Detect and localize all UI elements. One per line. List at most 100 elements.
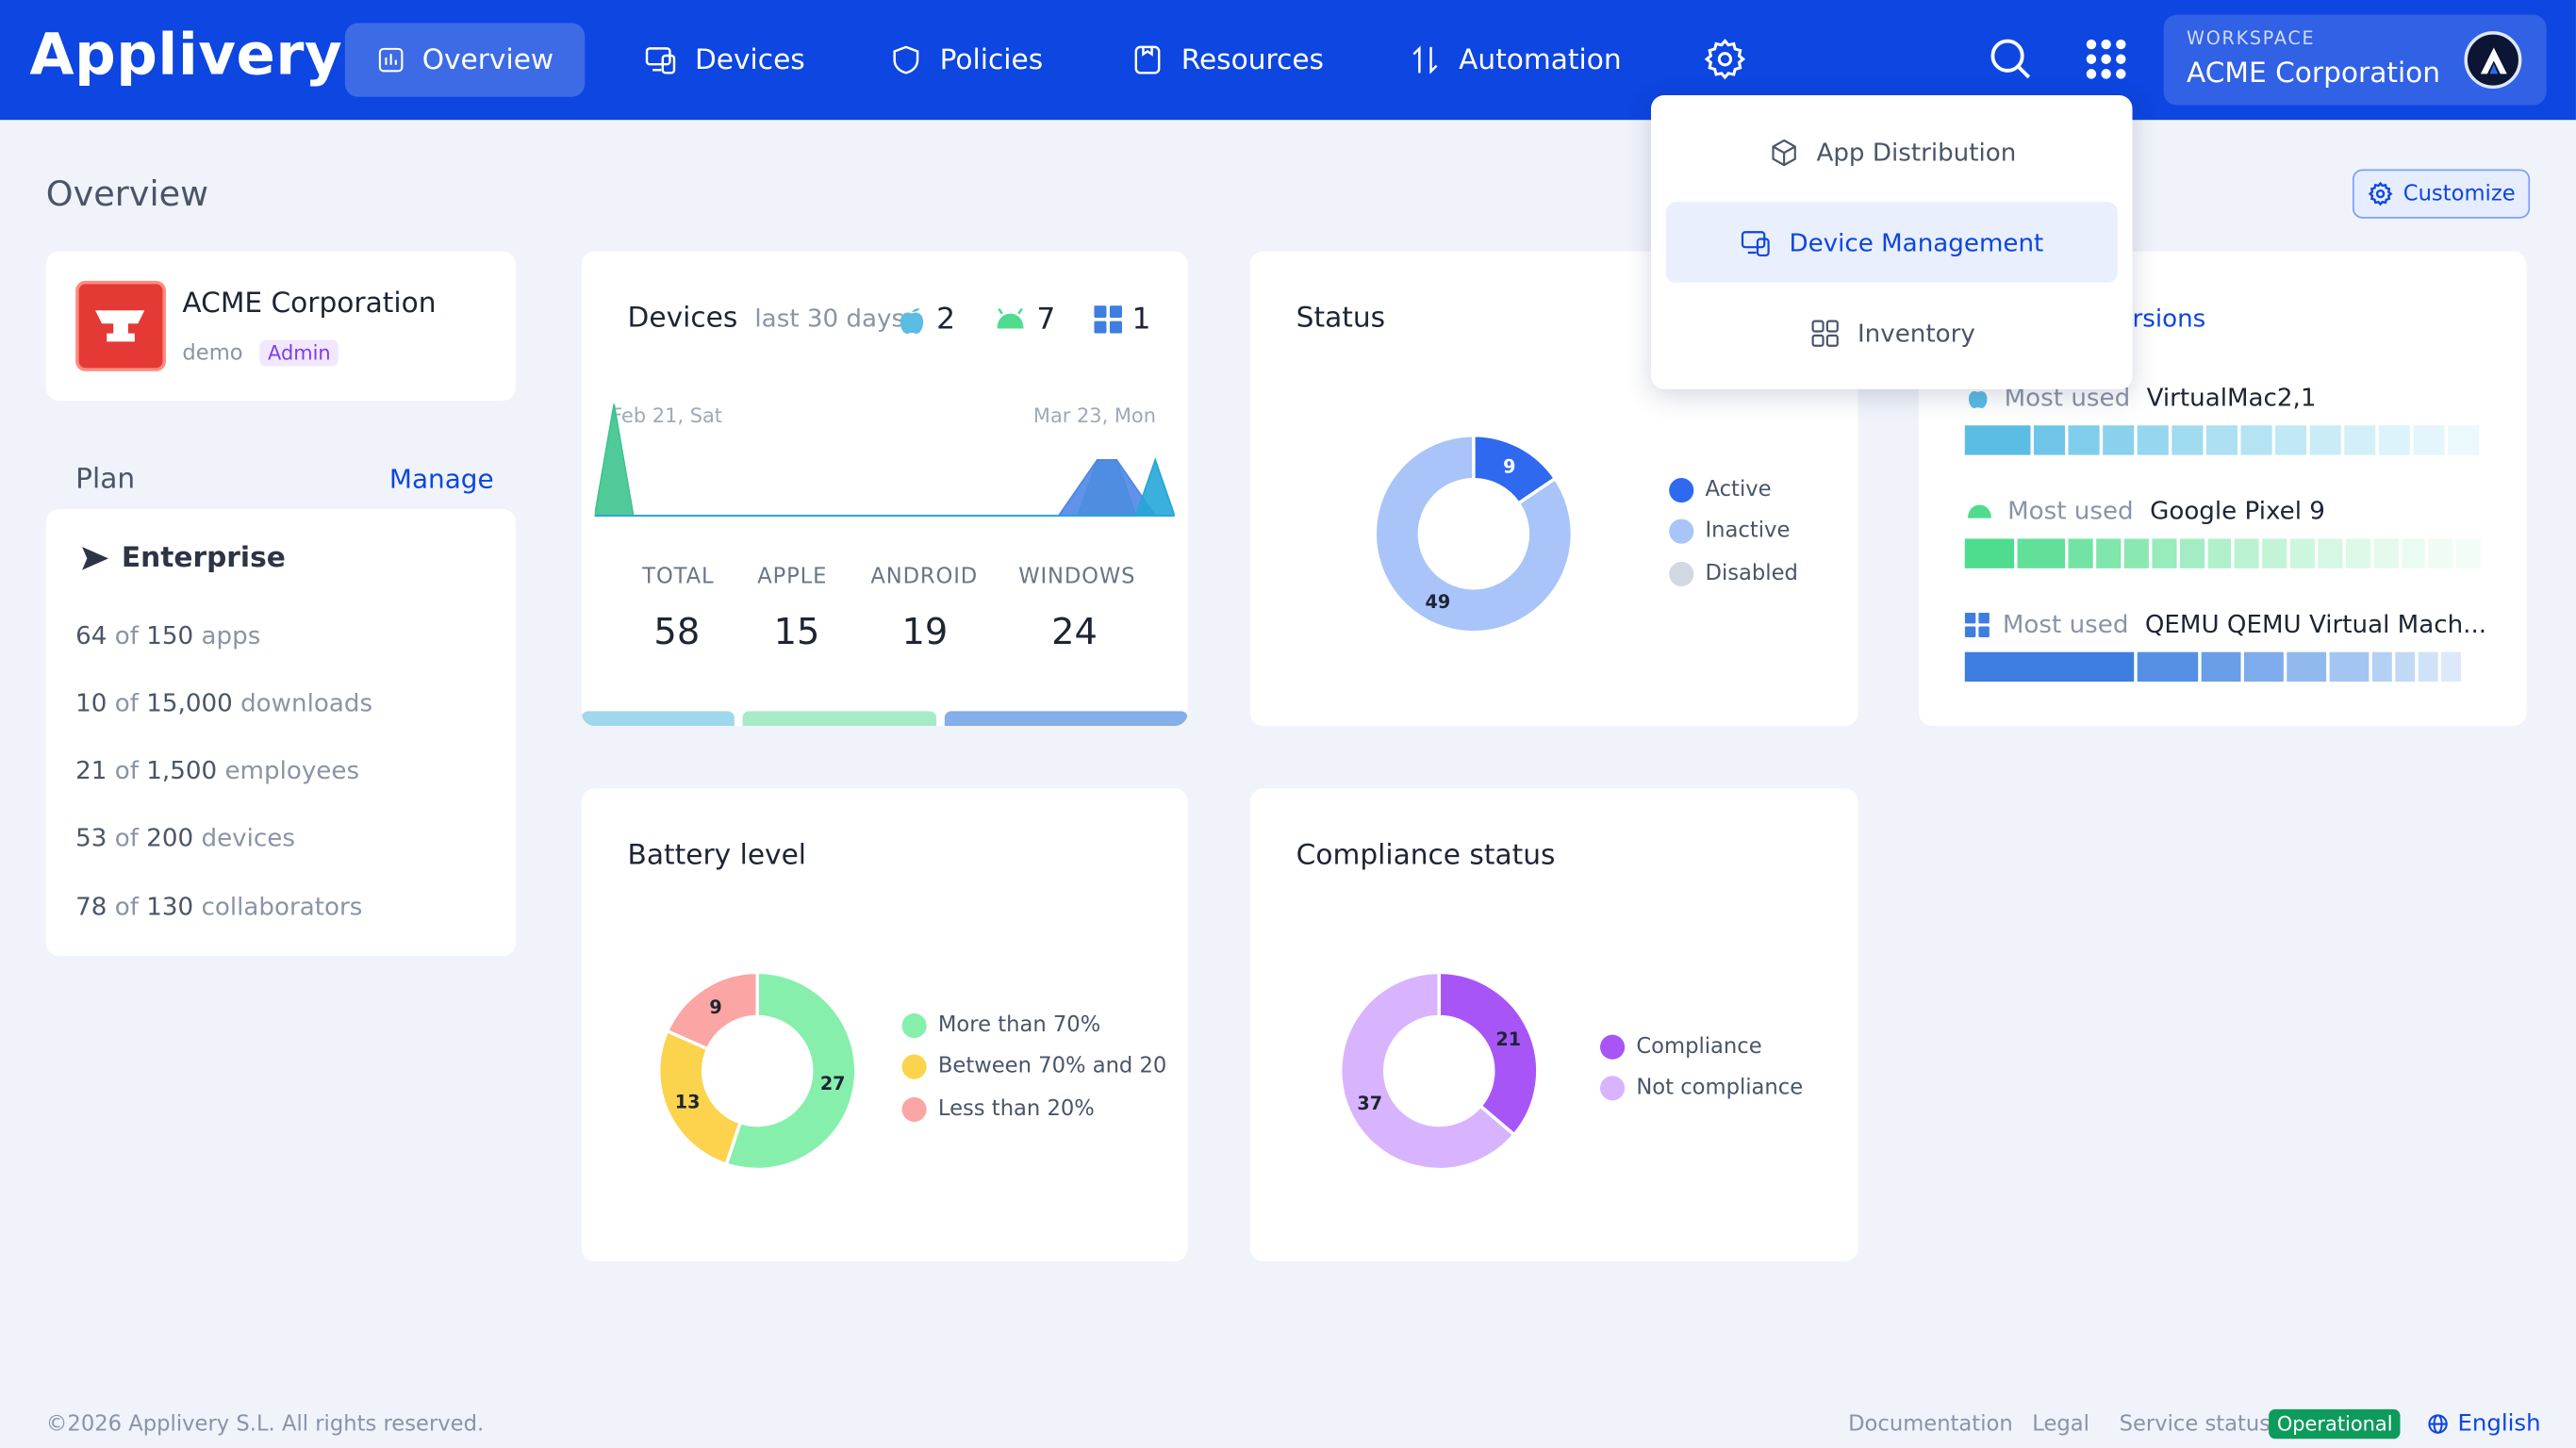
battery-card-title: Battery level [627,839,807,873]
plan-limit-collaborators: 78 of 130 collaborators [75,892,363,922]
nav-automation-label: Automation [1459,43,1622,77]
menu-item-app-distribution[interactable]: App Distribution [1666,111,2118,191]
android-version-usage-bar [1964,538,2481,568]
battery-donut-chart: 27 13 9 [656,970,858,1172]
language-selector[interactable]: English [2426,1411,2541,1438]
battery-slice-0[interactable] [724,970,858,1172]
windows-count: 1 [1094,303,1150,337]
android-count: 7 [994,303,1055,337]
compliance-slice-label-0: 21 [1495,1028,1521,1050]
apple-icon [1968,390,1988,409]
plan-card: Enterprise 64 of 150 apps 10 of 15,000 d… [45,509,517,957]
plan-name: Enterprise [121,541,286,575]
devices-icon [1741,230,1770,256]
customize-button[interactable]: Customize [2352,169,2531,219]
apple-version-usage-bar [1964,425,2481,455]
battery-slice-label-1: 13 [675,1092,701,1113]
status-donut-chart: 9 49 [1373,433,1575,634]
battery-slice-label-0: 27 [820,1073,846,1094]
windows-version-usage-bar [1964,651,2481,683]
android-icon [1968,504,1991,518]
stat-total-label: TOTAL [642,565,715,590]
os-versions-tab[interactable]: rsions [2132,304,2206,334]
shield-icon [893,45,919,74]
most-used-windows: Most used QEMU QEMU Virtual Mach... [1964,609,2486,639]
android-share-bar [742,711,937,727]
nav-overview[interactable]: Overview [344,23,586,97]
status-card-title: Status [1296,302,1386,336]
nav-devices-label: Devices [694,43,805,77]
footer-documentation-link[interactable]: Documentation [1848,1412,2013,1438]
workspace-label: WORKSPACE [2187,27,2316,50]
status-slice-label-1: 49 [1426,591,1451,613]
windows-share-bar [944,711,1188,727]
devices-card: Devices last 30 days 2 7 1 Feb 21, Sat M… [581,251,1188,727]
compliance-slice-label-1: 37 [1357,1093,1382,1114]
search-icon[interactable] [1985,33,2038,86]
status-slice-1[interactable] [1373,433,1575,634]
apps-grid-icon[interactable] [2080,33,2133,86]
gear-icon [2368,181,2393,206]
legend-battery-mid: Between 70% and 20 [901,1054,1166,1079]
role-badge: Admin [259,339,339,367]
stat-windows-value: 24 [1051,612,1098,654]
area-series-apple[interactable] [594,457,1175,517]
compliance-slice-1[interactable] [1339,970,1517,1172]
legend-inactive: Inactive [1669,518,1790,544]
battery-slice-2[interactable] [665,970,759,1052]
footer-legal-link[interactable]: Legal [2032,1412,2089,1438]
plan-limit-downloads: 10 of 15,000 downloads [75,688,373,718]
folder-icon [1134,45,1161,74]
devices-area-chart [594,403,1175,517]
stat-android-value: 19 [901,612,949,654]
workspace-logo-icon [2480,46,2506,74]
legend-active: Active [1669,478,1772,503]
compliance-slice-0[interactable] [1437,970,1540,1138]
nav-resources[interactable]: Resources [1099,23,1355,96]
plan-limit-devices: 53 of 200 devices [75,822,295,853]
nav-policies[interactable]: Policies [857,23,1074,96]
workspace-avatar[interactable] [2464,31,2522,90]
applivery-logo[interactable]: Applivery [29,23,343,90]
devices-period: last 30 days [754,304,905,334]
stat-windows-label: WINDOWS [1018,565,1136,590]
nav-devices[interactable]: Devices [613,23,836,96]
menu-item-inventory[interactable]: Inventory [1666,292,2118,372]
footer-service-status-link[interactable]: Service status [2119,1412,2271,1438]
axis-start-label: Feb 21, Sat [611,403,722,427]
plan-manage-link[interactable]: Manage [388,463,494,495]
most-used-android: Most used Google Pixel 9 [1965,496,2325,526]
box-icon [1771,138,1796,166]
compliance-donut-chart: 21 37 [1339,970,1540,1172]
plan-limit-apps: 64 of 150 apps [75,620,261,650]
apple-icon [900,307,924,334]
nav-policies-label: Policies [939,43,1044,77]
apple-share-bar [581,711,735,727]
plan-limit-employees: 21 of 1,500 employees [75,755,360,785]
area-series-windows[interactable] [594,458,1175,517]
stat-apple-label: APPLE [757,565,828,590]
settings-gear-icon[interactable] [1702,36,1748,82]
battery-card: Battery level 27 13 9 More than 70% Betwee… [581,788,1188,1262]
os-versions-card: rsions Most used VirtualMac2,1 Most used G… [1919,251,2527,727]
automation-icon [1412,45,1438,74]
legend-not-compliance: Not compliance [1600,1076,1803,1101]
workspace-name: ACME Corporation [2187,57,2441,90]
battery-slice-1[interactable] [656,1028,743,1167]
stat-total-value: 58 [653,612,701,654]
chart-icon [378,47,404,73]
windows-icon [1964,612,1990,637]
company-logo [75,280,166,371]
send-icon [82,547,108,570]
customize-label: Customize [2403,181,2516,206]
axis-end-label: Mar 23, Mon [1032,403,1156,427]
workspace-switcher[interactable]: WORKSPACE ACME Corporation [2163,14,2547,106]
service-status-badge: Operational [2269,1408,2402,1440]
nav-automation[interactable]: Automation [1377,23,1653,96]
legend-battery-low: Less than 20% [901,1096,1095,1122]
stat-apple-value: 15 [773,612,820,654]
stat-android-label: ANDROID [870,565,979,590]
menu-item-device-management[interactable]: Device Management [1665,202,2118,283]
legend-disabled: Disabled [1669,561,1798,587]
